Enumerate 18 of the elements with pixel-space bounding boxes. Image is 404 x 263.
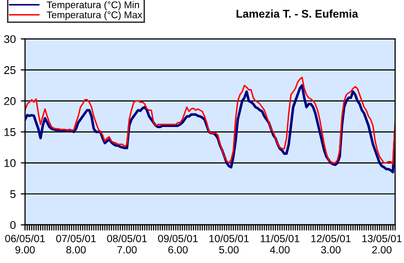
x-tick-label: 10/05/01 5.00 xyxy=(209,234,249,254)
x-tick-label: 12/05/01 3.00 xyxy=(311,234,351,254)
legend-label: Temperatura (°C) Max xyxy=(46,11,142,20)
y-tick-label: 5 xyxy=(10,190,16,198)
y-tick-label: 20 xyxy=(4,97,16,106)
x-tick-label: 11/05/01 4.00 xyxy=(260,234,300,254)
y-tick-label: 30 xyxy=(4,35,16,44)
x-tick-label: 13/05/01 2.00 xyxy=(362,234,402,254)
x-tick-label: 09/05/01 6.00 xyxy=(158,234,198,254)
chart-title: Lamezia T. - S. Eufemia xyxy=(236,10,358,18)
legend-label: Temperatura (°C) Min xyxy=(46,1,139,10)
x-tick-label: 07/05/01 8.00 xyxy=(56,234,96,254)
y-tick-label: 10 xyxy=(4,159,16,168)
y-tick-label: 25 xyxy=(4,66,16,74)
y-tick-label: 0 xyxy=(10,221,16,229)
x-tick-label: 06/05/01 9.00 xyxy=(5,234,45,254)
x-tick-label: 08/05/01 7.00 xyxy=(107,234,147,254)
y-tick-label: 15 xyxy=(4,128,16,136)
